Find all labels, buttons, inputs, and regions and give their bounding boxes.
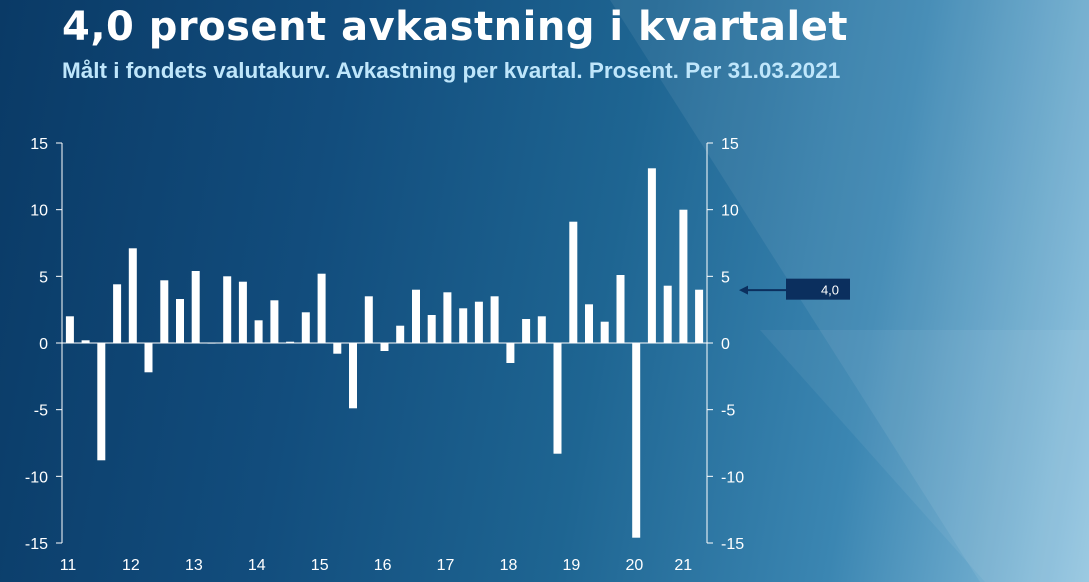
x-tick-label: 19 <box>563 557 581 574</box>
bar <box>553 343 562 454</box>
bar <box>695 289 704 343</box>
y-tick-label-right: -10 <box>721 469 744 486</box>
y-tick-label-left: -15 <box>25 536 48 553</box>
bar <box>537 316 546 343</box>
y-tick-label-right: -15 <box>721 536 744 553</box>
y-tick-label-left: 15 <box>30 136 48 153</box>
annotation-box <box>786 278 850 300</box>
bar <box>333 343 342 354</box>
y-tick-label-left: 0 <box>39 336 48 353</box>
bar <box>65 316 74 343</box>
bar <box>81 340 90 343</box>
bar <box>647 168 656 343</box>
bar <box>128 248 137 343</box>
chart-title: 4,0 prosent avkastning i kvartalet <box>62 4 849 50</box>
bar <box>286 341 295 343</box>
x-tick-label: 11 <box>60 557 77 574</box>
y-tick-label-right: -5 <box>721 403 735 420</box>
bar <box>349 343 357 409</box>
bar <box>490 296 499 343</box>
bar <box>160 280 169 343</box>
x-tick-label: 16 <box>374 557 392 574</box>
y-tick-label-left: 10 <box>30 203 48 220</box>
bar <box>412 289 420 343</box>
y-tick-label-left: 5 <box>39 269 48 286</box>
bar <box>144 343 153 373</box>
bar <box>663 285 672 343</box>
x-tick-label: 13 <box>185 557 203 574</box>
x-tick-label: 15 <box>311 557 329 574</box>
bar <box>238 281 247 343</box>
bar <box>585 304 593 343</box>
bar <box>270 300 279 343</box>
bar <box>301 312 310 343</box>
bar <box>632 343 641 538</box>
y-tick-label-right: 0 <box>721 336 730 353</box>
bar <box>600 321 609 343</box>
bar <box>427 315 436 343</box>
bar <box>396 325 405 343</box>
bar <box>254 320 263 343</box>
bar <box>522 319 531 343</box>
y-tick-label-right: 15 <box>721 136 739 153</box>
x-tick-label: 21 <box>674 557 692 574</box>
bar <box>176 299 184 343</box>
bar <box>113 284 122 343</box>
bar <box>97 343 106 461</box>
bar <box>569 221 578 343</box>
chart-subtitle: Målt i fondets valutakurv. Avkastning pe… <box>62 58 841 83</box>
x-tick-label: 20 <box>625 557 643 574</box>
bar <box>443 292 452 343</box>
bar <box>679 209 688 343</box>
x-tick-label: 18 <box>500 557 518 574</box>
bar <box>616 275 625 343</box>
y-tick-label-left: -5 <box>34 403 48 420</box>
bar <box>506 343 515 363</box>
x-tick-label: 14 <box>248 557 266 574</box>
bar <box>317 273 326 343</box>
bar <box>364 296 373 343</box>
bar <box>223 276 232 343</box>
x-tick-label: 17 <box>437 557 455 574</box>
bar <box>380 343 389 351</box>
bar <box>474 301 483 343</box>
annotation-arrowhead <box>739 285 748 295</box>
annotation-label: 4,0 <box>821 283 839 298</box>
y-tick-label-left: -10 <box>25 469 48 486</box>
y-tick-label-right: 10 <box>721 203 739 220</box>
y-tick-label-right: 5 <box>721 269 730 286</box>
bar <box>191 271 200 343</box>
bar <box>459 308 468 343</box>
x-tick-label: 12 <box>122 557 140 574</box>
